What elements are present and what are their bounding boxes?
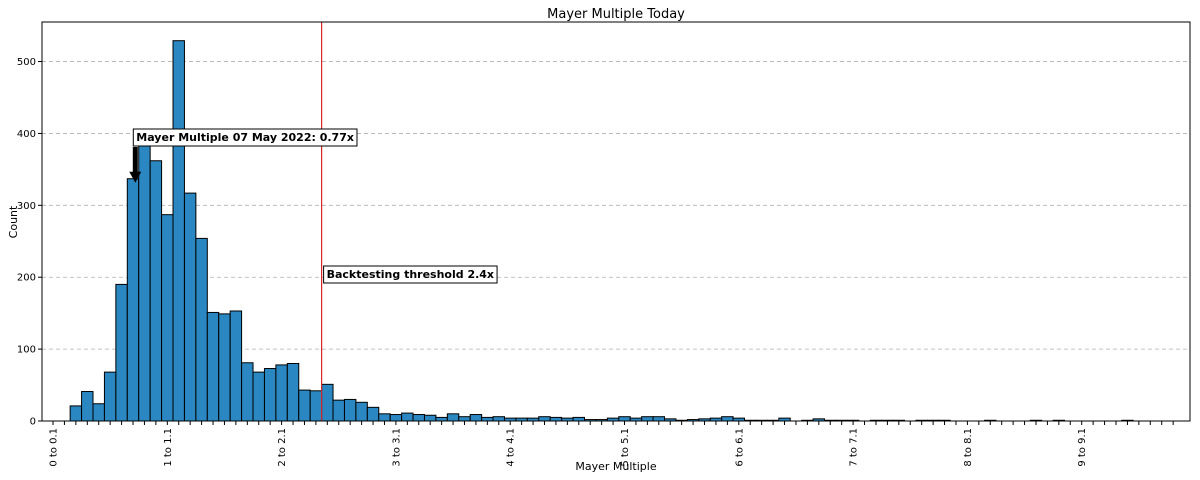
histogram-bar <box>149 160 163 422</box>
grid-lines <box>42 61 1190 350</box>
histogram-bar <box>309 390 323 422</box>
x-axis-label: Mayer Multiple <box>575 460 656 473</box>
histogram-bar <box>218 313 231 422</box>
y-tick-label: 0 <box>30 417 36 428</box>
annotation-threshold-label: Backtesting threshold 2.4x <box>327 268 494 281</box>
histogram-bar <box>206 311 220 422</box>
x-tick-label: 2 to 2.1 <box>277 428 288 467</box>
histogram-bar <box>298 389 311 422</box>
histogram-bar <box>435 416 448 422</box>
x-tick-label: 3 to 3.1 <box>391 428 402 467</box>
histogram-bar <box>263 368 277 422</box>
chart-title: Mayer Multiple Today <box>547 7 685 22</box>
histogram-bar <box>138 129 151 422</box>
histogram-bar <box>343 398 357 422</box>
annotation-box-threshold <box>323 265 498 284</box>
histogram-bar <box>126 178 140 422</box>
histogram-bar <box>332 399 345 422</box>
annotation-box-current <box>132 128 358 147</box>
y-tick-label: 100 <box>17 345 36 356</box>
y-tick-label: 200 <box>17 273 36 284</box>
histogram-bar <box>275 364 288 422</box>
histogram-bar <box>549 416 563 422</box>
histogram-bar <box>641 416 654 422</box>
histogram-bar <box>618 416 631 422</box>
bars-group <box>69 40 1134 422</box>
histogram-bar <box>538 416 551 422</box>
histogram-bar <box>572 416 585 422</box>
histogram-bar <box>412 414 425 422</box>
histogram-bar <box>423 414 437 422</box>
x-tick-label: 1 to 1.1 <box>163 428 174 467</box>
histogram-bar <box>252 371 265 422</box>
y-tick-label: 400 <box>17 129 36 140</box>
histogram-bar <box>92 403 105 422</box>
histogram-bar <box>366 406 380 422</box>
x-tick-label: 8 to 8.1 <box>963 428 974 467</box>
annotation-arrow-head <box>129 171 142 183</box>
histogram-bar <box>492 416 505 422</box>
histogram-bar <box>115 283 128 422</box>
x-tick-label: 5 to 5.1 <box>620 428 631 467</box>
x-tick-label: 9 to 9.1 <box>1077 428 1088 467</box>
histogram-bar <box>172 40 185 422</box>
axes-group: 0 100 200 300 400 500 0 to 0.1 1 to 1.1 2 to 2.1… <box>17 21 1191 467</box>
histogram-bar <box>458 416 471 422</box>
histogram-bar <box>183 192 197 422</box>
histogram-bar <box>103 371 117 422</box>
y-tick-label: 500 <box>17 57 36 68</box>
histogram-bar <box>195 237 208 422</box>
histogram-bar <box>69 405 83 422</box>
histogram-bar <box>378 413 391 422</box>
plot-frame <box>41 21 1191 422</box>
annotations-group: Mayer Multiple 07 May 2022: 0.77x Backtes… <box>129 128 498 284</box>
histogram-bar <box>286 362 300 422</box>
histogram-bar <box>389 414 403 422</box>
histogram-bar <box>469 414 483 422</box>
histogram-bar <box>229 310 243 422</box>
x-tick-label: 7 to 7.1 <box>849 428 860 467</box>
histogram-bar <box>161 214 174 422</box>
histogram-bar <box>241 362 254 422</box>
histogram-bar <box>446 413 460 422</box>
histogram-bar <box>81 391 94 422</box>
histogram-bar <box>401 412 414 422</box>
histogram-bar <box>652 416 666 422</box>
histogram-bar <box>721 416 734 422</box>
histogram-bar <box>321 383 334 422</box>
y-tick-label: 300 <box>17 201 36 212</box>
histogram-bar <box>481 416 494 422</box>
x-tick-label: 6 to 6.1 <box>734 428 745 467</box>
x-tick-label: 4 to 4.1 <box>506 428 517 467</box>
x-tick-label: 0 to 0.1 <box>49 428 60 467</box>
annotation-current-label: Mayer Multiple 07 May 2022: 0.77x <box>136 131 354 144</box>
annotation-arrow-shaft <box>132 147 138 173</box>
y-axis-label: Count <box>7 205 20 238</box>
histogram-bar <box>355 401 368 422</box>
